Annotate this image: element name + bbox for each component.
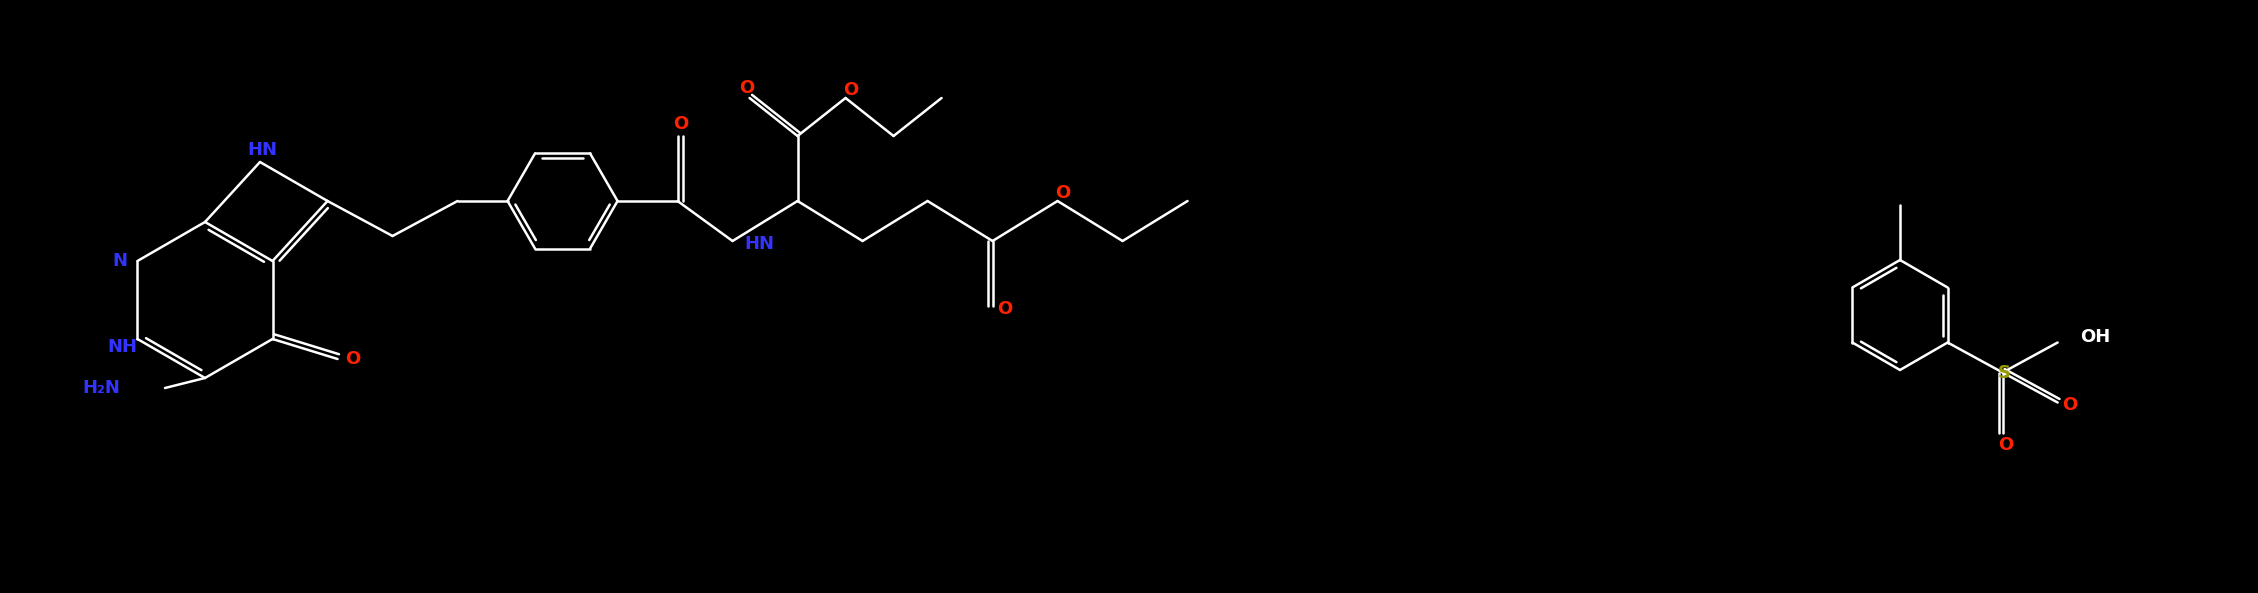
Text: O: O xyxy=(345,350,361,368)
Text: O: O xyxy=(1998,435,2014,454)
Text: NH: NH xyxy=(108,338,138,356)
Text: OH: OH xyxy=(2080,329,2109,346)
Text: H₂N: H₂N xyxy=(81,379,120,397)
Text: S: S xyxy=(1998,364,2012,381)
Text: O: O xyxy=(2062,397,2077,415)
Text: O: O xyxy=(998,300,1012,318)
Text: O: O xyxy=(673,115,689,133)
Text: HN: HN xyxy=(246,141,278,159)
Text: O: O xyxy=(1054,184,1070,202)
Text: N: N xyxy=(113,252,126,270)
Text: O: O xyxy=(738,79,754,97)
Text: HN: HN xyxy=(745,235,774,253)
Text: O: O xyxy=(842,81,858,99)
